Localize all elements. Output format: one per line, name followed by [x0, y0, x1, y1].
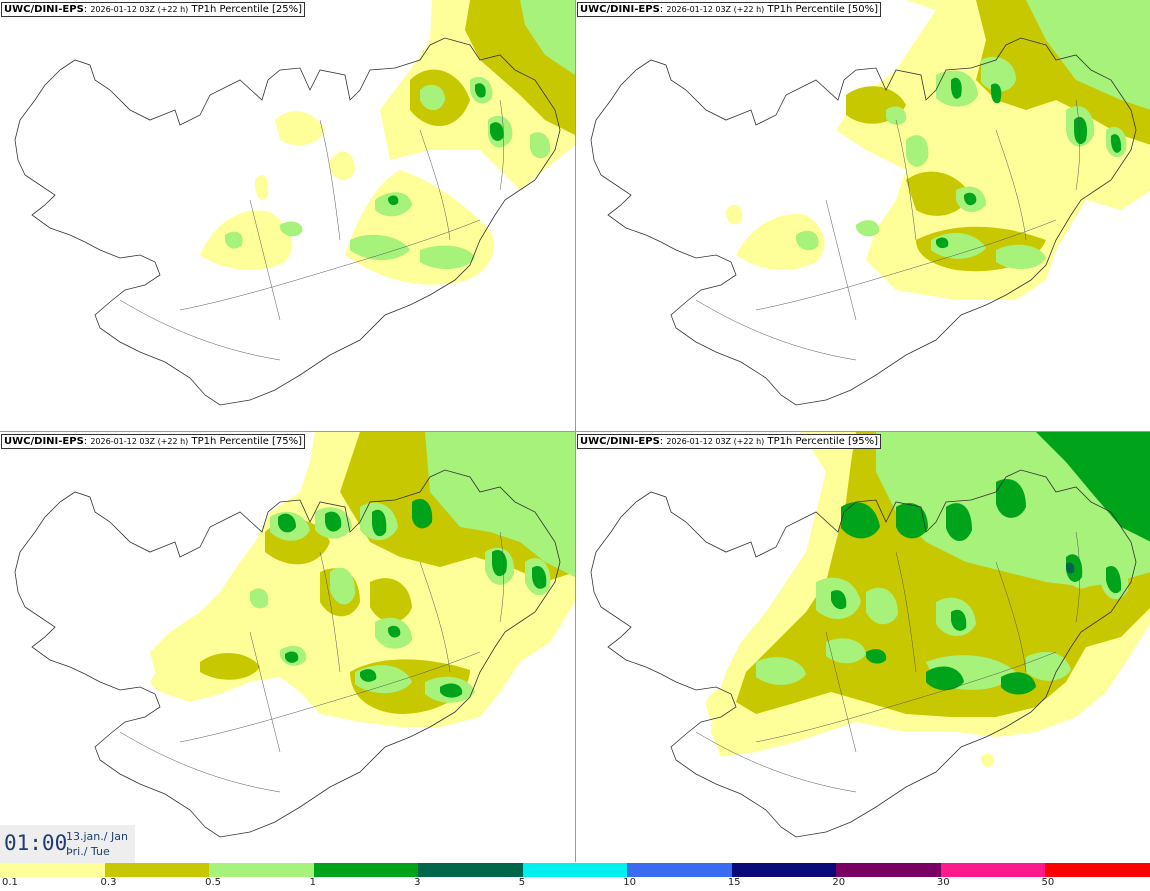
- colorbar-label: 3: [414, 877, 421, 888]
- rivers-roads: [119, 99, 504, 361]
- field-name: TP1h Percentile [75%]: [191, 436, 303, 447]
- colorbar-segment: [522, 863, 628, 877]
- colorbar-label: 0.5: [205, 877, 221, 888]
- model-name: UWC/DINI-EPS: [580, 4, 660, 15]
- colorbar-segment: [313, 863, 419, 877]
- panel-title: UWC/DINI-EPS: 2026-01-12 03Z (+22 h) TP1…: [577, 2, 882, 17]
- colorbar-segment: [209, 863, 314, 877]
- precip-colorbar: [0, 863, 1150, 877]
- colorbar-label: 5: [518, 877, 526, 888]
- colorbar-segment: [418, 863, 523, 877]
- panel-title: UWC/DINI-EPS: 2026-01-12 03Z (+22 h) TP1…: [1, 434, 306, 449]
- panel-title: UWC/DINI-EPS: 2026-01-12 03Z (+22 h) TP1…: [1, 2, 306, 17]
- rivers-roads: [695, 99, 1080, 361]
- colorbar-segment: [731, 863, 837, 877]
- field-name: TP1h Percentile [50%]: [767, 4, 879, 15]
- valid-date: 13.jan./ Jan: [66, 830, 128, 843]
- map-panel-p25: UWC/DINI-EPS: 2026-01-12 03Z (+22 h) TP1…: [0, 0, 575, 431]
- coastline: [14, 469, 561, 838]
- coastline: [590, 469, 1137, 838]
- model-name: UWC/DINI-EPS: [4, 436, 84, 447]
- panel-divider-horizontal: [0, 431, 1150, 432]
- run-info: 2026-01-12 03Z (+22 h): [90, 437, 189, 446]
- model-name: UWC/DINI-EPS: [580, 436, 660, 447]
- run-info: 2026-01-12 03Z (+22 h): [666, 437, 765, 446]
- colorbar-label: 1: [309, 877, 316, 888]
- colorbar-segment: [0, 863, 105, 877]
- colorbar-label: 30: [936, 877, 950, 888]
- precip-shading: [726, 0, 1150, 300]
- model-name: UWC/DINI-EPS: [4, 4, 84, 15]
- field-name: TP1h Percentile [95%]: [767, 436, 879, 447]
- precip-shading: [706, 432, 1150, 767]
- precip-map-p25: [14, 0, 575, 406]
- colorbar-labels: 0.1 0.3 0.5 1 3 5 10 15 20 30 50: [0, 877, 1150, 891]
- precip-shading: [200, 0, 575, 285]
- coastline: [590, 37, 1137, 406]
- panel-title: UWC/DINI-EPS: 2026-01-12 03Z (+22 h) TP1…: [577, 434, 882, 449]
- colorbar-segment: [104, 863, 210, 877]
- colorbar-label: 15: [727, 877, 741, 888]
- rivers-roads: [695, 531, 1080, 793]
- coastline: [14, 37, 561, 406]
- colorbar-label: 20: [832, 877, 846, 888]
- precip-map-p95: [590, 432, 1150, 838]
- precip-map-p75: [14, 432, 575, 838]
- colorbar-label: 10: [623, 877, 636, 888]
- colorbar-label: 0.1: [2, 877, 18, 888]
- valid-time-box: 01:00 13.jan./ Jan Þri./ Tue: [0, 825, 135, 863]
- valid-weekday: Þri./ Tue: [66, 845, 110, 858]
- colorbar-label: 50: [1041, 877, 1055, 888]
- run-info: 2026-01-12 03Z (+22 h): [666, 5, 765, 14]
- field-name: TP1h Percentile [25%]: [191, 4, 303, 15]
- map-panel-p95: UWC/DINI-EPS: 2026-01-12 03Z (+22 h) TP1…: [576, 432, 1150, 863]
- map-panel-p75: UWC/DINI-EPS: 2026-01-12 03Z (+22 h) TP1…: [0, 432, 575, 863]
- map-panel-p50: UWC/DINI-EPS: 2026-01-12 03Z (+22 h) TP1…: [576, 0, 1150, 431]
- colorbar-segment: [940, 863, 1046, 877]
- precip-map-p50: [590, 0, 1150, 406]
- colorbar-segment: [1045, 863, 1150, 877]
- rivers-roads: [119, 531, 504, 793]
- colorbar-segment: [836, 863, 941, 877]
- colorbar-segment: [627, 863, 732, 877]
- precip-shading: [150, 432, 575, 727]
- valid-time: 01:00: [4, 831, 68, 855]
- run-info: 2026-01-12 03Z (+22 h): [90, 5, 189, 14]
- colorbar-label: 0.3: [100, 877, 117, 888]
